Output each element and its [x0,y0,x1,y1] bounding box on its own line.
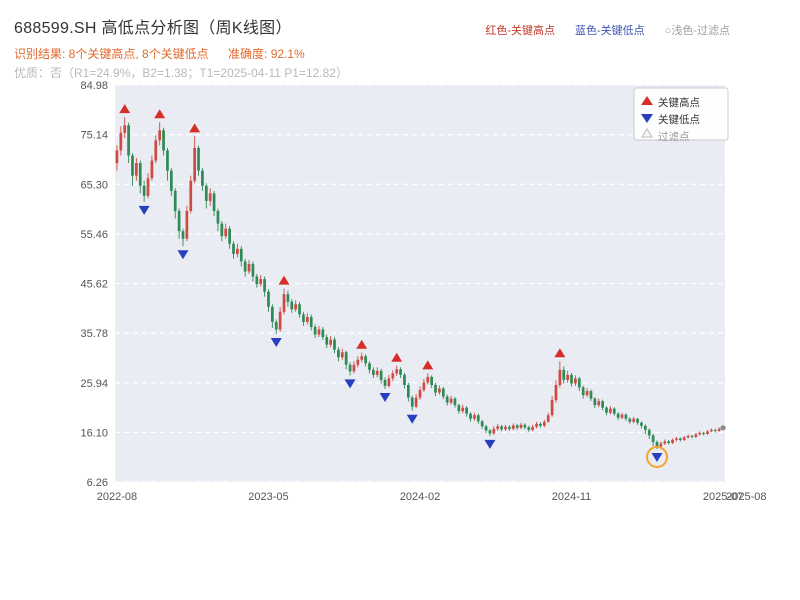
svg-text:75.14: 75.14 [80,130,108,142]
svg-text:2024-11: 2024-11 [552,491,592,503]
legend-key-high-label: 红色-关键高点 [485,25,556,37]
svg-text:65.30: 65.30 [80,179,108,191]
page-title: 688599.SH 高低点分析图（周K线图） [14,20,292,37]
candles [115,117,725,450]
key-high-markers [119,104,566,370]
y-grid [115,84,725,483]
accuracy-value: 准确度: 92.1% [228,47,305,61]
result-counts: 识别结果: 8个关键高点, 8个关键低点 [14,47,209,61]
svg-text:55.46: 55.46 [80,229,108,241]
filtered-highlight-circle [646,446,669,469]
legend-box-label: 关键低点 [658,113,700,126]
legend-filtered-triangle-icon [641,128,653,138]
svg-text:35.78: 35.78 [80,328,108,340]
y-axis-labels: 6.26 16.10 25.94 35.78 45.62 55.46 65.30 75.14 8… [80,80,108,489]
svg-text:2024-02: 2024-02 [400,491,440,503]
svg-text:16.10: 16.10 [80,427,108,439]
svg-text:2023-05: 2023-05 [248,491,288,503]
svg-text:2022-08: 2022-08 [97,491,137,503]
svg-text:45.62: 45.62 [80,279,108,291]
x-axis-labels: 2022-08 2023-05 2024-02 2024-11 2025-072025-… [97,491,767,503]
recognition-result: 识别结果: 8个关键高点, 8个关键低点 准确度: 92.1% [14,45,305,62]
svg-text:25.94: 25.94 [80,378,108,390]
color-legend: 红色-关键高点 蓝色-关键低点 ○浅色-过滤点 [485,22,730,38]
legend-box-label: 关键高点 [658,96,700,109]
svg-text:2025-07: 2025-07 [703,491,743,503]
legend-up-triangle-icon [641,96,653,105]
legend-filtered-label: ○浅色-过滤点 [664,25,730,37]
legend-box-label: 过滤点 [658,130,690,143]
key-low-markers [138,205,663,463]
last-price-dot [720,425,726,431]
quality-line: 优质：否（R1=24.9%，B2=1.38；T1=2025-04-11 P1=1… [14,66,348,80]
svg-text:84.98: 84.98 [80,80,108,92]
legend-key-low-label: 蓝色-关键低点 [575,25,645,37]
svg-text:2025-08: 2025-08 [726,491,766,503]
legend-down-triangle-icon [641,114,653,123]
svg-text:6.26: 6.26 [87,477,108,489]
